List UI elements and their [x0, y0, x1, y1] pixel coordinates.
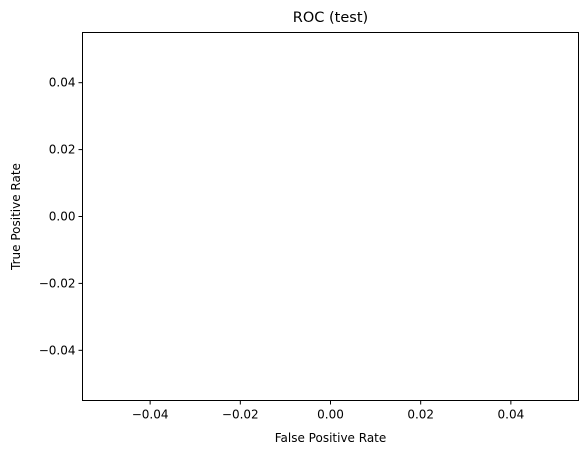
y-tick-label: −0.04: [39, 343, 76, 357]
chart-title: ROC (test): [293, 10, 368, 26]
y-axis-label: True Positive Rate: [9, 163, 23, 271]
x-tick-label: −0.04: [132, 408, 169, 422]
x-axis-ticks: −0.04 −0.02 0.00 0.02 0.04: [132, 400, 525, 422]
axes-frame: [82, 32, 579, 401]
x-tick-label: −0.02: [222, 408, 259, 422]
y-tick-label: 0.00: [49, 210, 76, 224]
x-tick-label: 0.04: [498, 408, 525, 422]
y-axis-ticks: −0.04 −0.02 0.00 0.02 0.04: [39, 76, 83, 357]
y-tick-label: −0.02: [39, 276, 76, 290]
y-tick-label: 0.04: [49, 76, 76, 90]
x-tick-label: 0.02: [407, 408, 434, 422]
y-tick-label: 0.02: [49, 143, 76, 157]
plot-area: [82, 32, 579, 401]
x-tick-label: 0.00: [317, 408, 344, 422]
x-axis-label: False Positive Rate: [275, 431, 387, 445]
